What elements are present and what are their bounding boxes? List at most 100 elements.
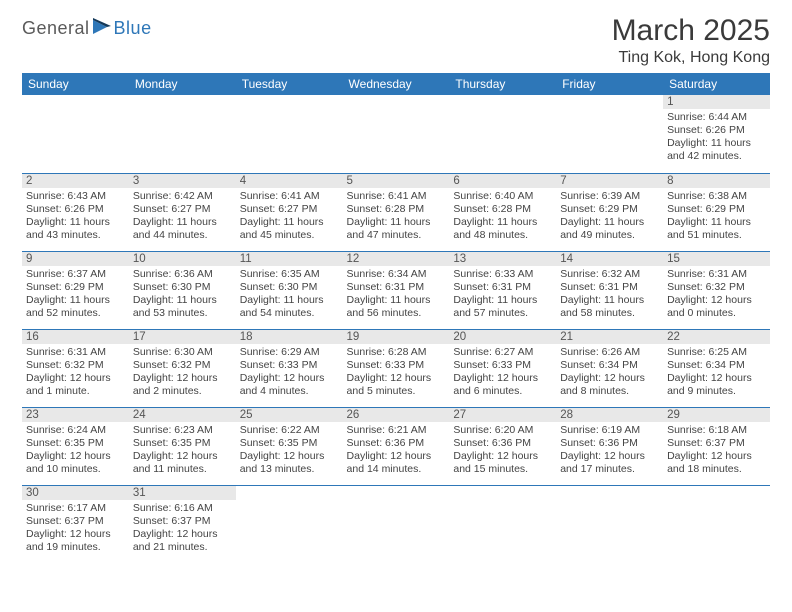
sunrise-text: Sunrise: 6:17 AM	[26, 502, 125, 515]
sunrise-text: Sunrise: 6:40 AM	[453, 190, 552, 203]
daylight-text: Daylight: 12 hours and 18 minutes.	[667, 450, 766, 476]
day-number: 30	[22, 486, 129, 500]
calendar-cell: 4Sunrise: 6:41 AMSunset: 6:27 PMDaylight…	[236, 173, 343, 251]
calendar-cell: 31Sunrise: 6:16 AMSunset: 6:37 PMDayligh…	[129, 485, 236, 563]
daylight-text: Daylight: 12 hours and 15 minutes.	[453, 450, 552, 476]
col-monday: Monday	[129, 73, 236, 95]
daylight-text: Daylight: 11 hours and 51 minutes.	[667, 216, 766, 242]
sunrise-text: Sunrise: 6:32 AM	[560, 268, 659, 281]
calendar-cell: 28Sunrise: 6:19 AMSunset: 6:36 PMDayligh…	[556, 407, 663, 485]
sunset-text: Sunset: 6:33 PM	[347, 359, 446, 372]
day-number: 18	[236, 330, 343, 344]
day-number: 2	[22, 174, 129, 188]
day-number: 1	[663, 95, 770, 109]
calendar-cell	[449, 485, 556, 563]
calendar-table: Sunday Monday Tuesday Wednesday Thursday…	[22, 73, 770, 563]
daylight-text: Daylight: 12 hours and 19 minutes.	[26, 528, 125, 554]
day-number: 6	[449, 174, 556, 188]
calendar-cell: 19Sunrise: 6:28 AMSunset: 6:33 PMDayligh…	[343, 329, 450, 407]
sunrise-text: Sunrise: 6:29 AM	[240, 346, 339, 359]
sunset-text: Sunset: 6:36 PM	[560, 437, 659, 450]
day-details: Sunrise: 6:20 AMSunset: 6:36 PMDaylight:…	[452, 424, 553, 477]
calendar-cell: 12Sunrise: 6:34 AMSunset: 6:31 PMDayligh…	[343, 251, 450, 329]
sunrise-text: Sunrise: 6:42 AM	[133, 190, 232, 203]
daylight-text: Daylight: 11 hours and 48 minutes.	[453, 216, 552, 242]
sunrise-text: Sunrise: 6:36 AM	[133, 268, 232, 281]
sunrise-text: Sunrise: 6:24 AM	[26, 424, 125, 437]
sunrise-text: Sunrise: 6:43 AM	[26, 190, 125, 203]
calendar-cell: 18Sunrise: 6:29 AMSunset: 6:33 PMDayligh…	[236, 329, 343, 407]
day-details: Sunrise: 6:26 AMSunset: 6:34 PMDaylight:…	[559, 346, 660, 399]
logo-flag-icon	[93, 18, 113, 39]
sunset-text: Sunset: 6:34 PM	[667, 359, 766, 372]
sunrise-text: Sunrise: 6:31 AM	[667, 268, 766, 281]
day-details: Sunrise: 6:40 AMSunset: 6:28 PMDaylight:…	[452, 190, 553, 243]
header-row: General Blue March 2025 Ting Kok, Hong K…	[22, 14, 770, 67]
sunrise-text: Sunrise: 6:35 AM	[240, 268, 339, 281]
sunrise-text: Sunrise: 6:33 AM	[453, 268, 552, 281]
sunset-text: Sunset: 6:30 PM	[133, 281, 232, 294]
sunset-text: Sunset: 6:33 PM	[240, 359, 339, 372]
sunrise-text: Sunrise: 6:16 AM	[133, 502, 232, 515]
calendar-cell: 5Sunrise: 6:41 AMSunset: 6:28 PMDaylight…	[343, 173, 450, 251]
day-number: 26	[343, 408, 450, 422]
sunrise-text: Sunrise: 6:37 AM	[26, 268, 125, 281]
calendar-cell: 6 Sunrise: 6:40 AMSunset: 6:28 PMDaylight…	[449, 173, 556, 251]
calendar-cell: 17Sunrise: 6:30 AMSunset: 6:32 PMDayligh…	[129, 329, 236, 407]
day-details: Sunrise: 6:39 AMSunset: 6:29 PMDaylight:…	[559, 190, 660, 243]
day-details: Sunrise: 6:23 AMSunset: 6:35 PMDaylight:…	[132, 424, 233, 477]
sunrise-text: Sunrise: 6:25 AM	[667, 346, 766, 359]
calendar-cell: 14Sunrise: 6:32 AMSunset: 6:31 PMDayligh…	[556, 251, 663, 329]
daylight-text: Daylight: 12 hours and 5 minutes.	[347, 372, 446, 398]
daylight-text: Daylight: 11 hours and 45 minutes.	[240, 216, 339, 242]
day-details: Sunrise: 6:25 AMSunset: 6:34 PMDaylight:…	[666, 346, 767, 399]
daylight-text: Daylight: 11 hours and 43 minutes.	[26, 216, 125, 242]
sunrise-text: Sunrise: 6:41 AM	[240, 190, 339, 203]
calendar-cell: 24Sunrise: 6:23 AMSunset: 6:35 PMDayligh…	[129, 407, 236, 485]
calendar-cell	[449, 95, 556, 173]
calendar-cell: 20Sunrise: 6:27 AMSunset: 6:33 PMDayligh…	[449, 329, 556, 407]
day-details: Sunrise: 6:37 AMSunset: 6:29 PMDaylight:…	[25, 268, 126, 321]
calendar-cell: 11 Sunrise: 6:35 AMSunset: 6:30 PMDayligh…	[236, 251, 343, 329]
daylight-text: Daylight: 12 hours and 14 minutes.	[347, 450, 446, 476]
sunset-text: Sunset: 6:31 PM	[347, 281, 446, 294]
day-number: 13	[449, 252, 556, 266]
sunset-text: Sunset: 6:31 PM	[560, 281, 659, 294]
sunrise-text: Sunrise: 6:39 AM	[560, 190, 659, 203]
calendar-cell: 9 Sunrise: 6:37 AMSunset: 6:29 PMDaylight…	[22, 251, 129, 329]
sunset-text: Sunset: 6:28 PM	[347, 203, 446, 216]
calendar-cell: 16Sunrise: 6:31 AMSunset: 6:32 PMDayligh…	[22, 329, 129, 407]
sunrise-text: Sunrise: 6:30 AM	[133, 346, 232, 359]
daylight-text: Daylight: 11 hours and 52 minutes.	[26, 294, 125, 320]
day-details: Sunrise: 6:35 AMSunset: 6:30 PMDaylight:…	[239, 268, 340, 321]
calendar-cell: 13Sunrise: 6:33 AMSunset: 6:31 PMDayligh…	[449, 251, 556, 329]
calendar-cell: 21 Sunrise: 6:26 AMSunset: 6:34 PMDayligh…	[556, 329, 663, 407]
calendar-row: 2Sunrise: 6:43 AMSunset: 6:26 PMDaylight…	[22, 173, 770, 251]
day-details: Sunrise: 6:36 AMSunset: 6:30 PMDaylight:…	[132, 268, 233, 321]
sunset-text: Sunset: 6:36 PM	[453, 437, 552, 450]
day-details: Sunrise: 6:32 AMSunset: 6:31 PMDaylight:…	[559, 268, 660, 321]
day-details: Sunrise: 6:44 AMSunset: 6:26 PMDaylight:…	[666, 111, 767, 164]
sunrise-text: Sunrise: 6:41 AM	[347, 190, 446, 203]
calendar-cell: 1 Sunrise: 6:44 AMSunset: 6:26 PMDaylight…	[663, 95, 770, 173]
day-details: Sunrise: 6:42 AMSunset: 6:27 PMDaylight:…	[132, 190, 233, 243]
sunrise-text: Sunrise: 6:34 AM	[347, 268, 446, 281]
calendar-row: 16Sunrise: 6:31 AMSunset: 6:32 PMDayligh…	[22, 329, 770, 407]
day-number: 21	[556, 330, 663, 344]
sunrise-text: Sunrise: 6:44 AM	[667, 111, 766, 124]
day-number: 23	[22, 408, 129, 422]
daylight-text: Daylight: 12 hours and 10 minutes.	[26, 450, 125, 476]
day-number: 9	[22, 252, 129, 266]
calendar-cell	[556, 95, 663, 173]
col-friday: Friday	[556, 73, 663, 95]
sunset-text: Sunset: 6:35 PM	[26, 437, 125, 450]
calendar-cell	[22, 95, 129, 173]
day-details: Sunrise: 6:41 AMSunset: 6:28 PMDaylight:…	[346, 190, 447, 243]
sunset-text: Sunset: 6:32 PM	[133, 359, 232, 372]
calendar-cell	[236, 95, 343, 173]
calendar-page: General Blue March 2025 Ting Kok, Hong K…	[0, 0, 792, 573]
day-number: 11	[236, 252, 343, 266]
day-number: 7	[556, 174, 663, 188]
day-details: Sunrise: 6:27 AMSunset: 6:33 PMDaylight:…	[452, 346, 553, 399]
calendar-cell: 26Sunrise: 6:21 AMSunset: 6:36 PMDayligh…	[343, 407, 450, 485]
